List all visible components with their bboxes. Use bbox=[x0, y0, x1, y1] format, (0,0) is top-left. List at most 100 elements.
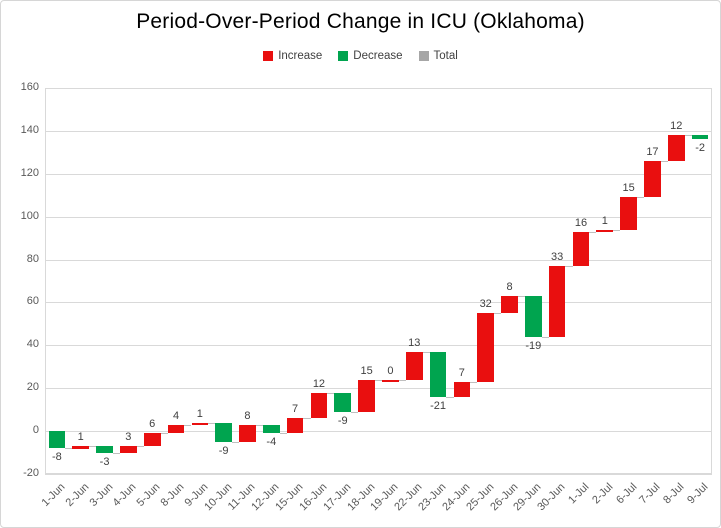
bar-value-label-25-Jun: 32 bbox=[479, 298, 492, 311]
gridline-y-160 bbox=[45, 88, 712, 89]
bar-value-label-10-Jun: -9 bbox=[218, 444, 229, 457]
waterfall-bar-8-Jul bbox=[667, 135, 685, 161]
y-tick-label-40: 40 bbox=[26, 338, 39, 351]
connector-line bbox=[65, 448, 73, 450]
connector-line bbox=[89, 446, 97, 448]
waterfall-bar-19-Jun bbox=[382, 379, 399, 383]
bar-value-label-2-Jun: 1 bbox=[77, 431, 84, 444]
gridline-y-40 bbox=[45, 345, 712, 347]
plot-area: -8 1 -3 3 6 4 1 -9 8 -4 7 12 -9 15 0 13 -21 7 32 8 -19 33 16 1 1… bbox=[45, 88, 712, 475]
bar-value-label-2-Jul: 1 bbox=[601, 214, 608, 227]
connector-line bbox=[398, 379, 406, 381]
waterfall-bar-9-Jun bbox=[191, 422, 209, 426]
chart-title: Period-Over-Period Change in ICU (Oklaho… bbox=[136, 10, 585, 33]
legend-item-increase: Increase bbox=[263, 50, 322, 62]
bar-value-label-6-Jul: 15 bbox=[622, 182, 635, 195]
legend-label-total: Total bbox=[433, 50, 458, 62]
bar-value-label-30-Jun: 33 bbox=[551, 250, 564, 263]
bar-value-label-9-Jun: 1 bbox=[196, 407, 203, 420]
legend-item-total: Total bbox=[418, 50, 458, 62]
waterfall-bar-22-Jun bbox=[405, 351, 423, 380]
waterfall-bar-9-Jul bbox=[691, 135, 709, 140]
waterfall-bar-29-Jun bbox=[525, 296, 542, 337]
bar-value-label-29-Jun: -19 bbox=[525, 339, 542, 352]
connector-line bbox=[565, 265, 573, 267]
bar-value-label-11-Jun: 8 bbox=[244, 409, 251, 422]
plot-border bbox=[45, 88, 712, 474]
bar-value-label-8-Jun: 4 bbox=[172, 409, 180, 422]
bar-value-label-26-Jun: 8 bbox=[506, 281, 513, 293]
bar-value-label-5-Jun: 6 bbox=[149, 418, 156, 431]
bar-value-label-12-Jun: -4 bbox=[266, 436, 277, 449]
waterfall-bar-24-Jun bbox=[453, 381, 471, 397]
bar-value-label-1-Jul: 16 bbox=[574, 216, 588, 229]
bar-value-label-15-Jun: 7 bbox=[292, 403, 299, 416]
gridline-y-120 bbox=[45, 173, 712, 175]
connector-line bbox=[279, 433, 287, 435]
connector-line bbox=[517, 296, 525, 297]
connector-line bbox=[327, 392, 335, 394]
connector-line bbox=[422, 351, 430, 353]
connector-line bbox=[446, 396, 454, 398]
bar-value-label-8-Jul: 12 bbox=[670, 120, 683, 133]
y-tick-label-20: 20 bbox=[26, 381, 39, 394]
bar-value-label-19-Jun: 0 bbox=[387, 364, 394, 377]
bar-value-label-9-Jul: -2 bbox=[695, 142, 705, 155]
waterfall-bar-1-Jun bbox=[48, 431, 66, 449]
waterfall-bar-4-Jun bbox=[120, 446, 137, 453]
bar-value-label-22-Jun: 13 bbox=[408, 336, 421, 349]
y-tick-label-160: 160 bbox=[20, 81, 39, 93]
legend-label-increase: Increase bbox=[278, 50, 323, 62]
gridline-y-80 bbox=[45, 259, 712, 261]
legend: Increase Decrease Total bbox=[1, 50, 720, 62]
waterfall-bar-16-Jun bbox=[310, 392, 328, 419]
waterfall-bar-30-Jun bbox=[548, 265, 566, 337]
connector-line bbox=[613, 229, 621, 231]
gridline-y--20 bbox=[45, 474, 712, 475]
bar-value-label-24-Jun: 7 bbox=[458, 366, 465, 379]
connector-line bbox=[470, 381, 478, 383]
waterfall-bar-12-Jun bbox=[262, 424, 280, 434]
legend-label-decrease: Decrease bbox=[353, 50, 403, 62]
waterfall-bar-26-Jun bbox=[501, 296, 518, 314]
bar-value-label-4-Jun: 3 bbox=[125, 431, 132, 444]
bar-value-label-16-Jun: 12 bbox=[312, 377, 326, 390]
decrease-swatch-icon bbox=[338, 51, 349, 61]
bar-value-label-3-Jun: -3 bbox=[99, 455, 110, 468]
connector-line bbox=[494, 313, 502, 315]
waterfall-bar-5-Jun bbox=[143, 433, 161, 447]
connector-line bbox=[303, 418, 311, 420]
waterfall-bar-18-Jun bbox=[358, 379, 375, 412]
total-swatch-icon bbox=[418, 51, 429, 61]
y-tick-label-0: 0 bbox=[32, 424, 39, 437]
connector-line bbox=[636, 197, 645, 199]
gridline-y-0 bbox=[45, 431, 712, 433]
y-tick-label-100: 100 bbox=[20, 209, 39, 222]
connector-line bbox=[374, 379, 383, 381]
increase-swatch-icon bbox=[263, 51, 274, 61]
waterfall-bar-6-Jul bbox=[620, 197, 637, 230]
legend-item-decrease: Decrease bbox=[338, 50, 403, 62]
connector-line bbox=[112, 452, 121, 454]
bar-value-label-17-Jun: -9 bbox=[337, 414, 348, 427]
connector-line bbox=[208, 422, 216, 424]
waterfall-bar-17-Jun bbox=[334, 392, 352, 412]
waterfall-bar-15-Jun bbox=[286, 418, 304, 434]
waterfall-bar-1-Jul bbox=[572, 231, 590, 266]
connector-line bbox=[184, 424, 192, 426]
waterfall-bar-2-Jun bbox=[72, 446, 90, 449]
connector-line bbox=[351, 411, 359, 413]
y-tick-label-140: 140 bbox=[20, 123, 39, 136]
waterfall-bar-25-Jun bbox=[477, 313, 495, 382]
y-tick-label-80: 80 bbox=[26, 252, 39, 265]
bar-value-label-23-Jun: -21 bbox=[430, 399, 446, 412]
connector-line bbox=[660, 160, 668, 162]
bar-value-label-18-Jun: 15 bbox=[360, 364, 373, 377]
waterfall-bar-2-Jul bbox=[596, 229, 614, 233]
y-tick-label-120: 120 bbox=[20, 166, 39, 179]
waterfall-bar-7-Jul bbox=[644, 160, 661, 198]
connector-line bbox=[589, 231, 597, 233]
gridline-y-140 bbox=[45, 130, 712, 132]
connector-line bbox=[684, 135, 692, 137]
